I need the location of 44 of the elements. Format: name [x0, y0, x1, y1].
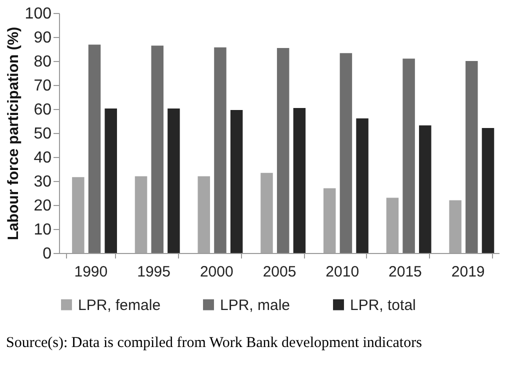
x-tick-label: 2015	[388, 264, 422, 280]
x-tick-label: 2005	[262, 264, 296, 280]
source-note: Source(s): Data is compiled from Work Bank development indicators	[6, 334, 423, 352]
bar	[230, 110, 243, 253]
y-tick-label: 50	[34, 126, 52, 142]
bar	[293, 108, 306, 253]
bar	[466, 61, 478, 253]
legend-label: LPR, female	[78, 296, 161, 314]
bar	[386, 198, 399, 253]
bar	[104, 108, 117, 253]
bar	[88, 44, 101, 253]
x-tick-label: 1995	[137, 264, 170, 280]
bar	[168, 108, 180, 253]
bar	[260, 172, 273, 253]
bar	[72, 177, 84, 253]
x-tick-label: 2019	[451, 264, 485, 280]
bar	[402, 58, 415, 253]
y-tick-label: 10	[34, 222, 52, 238]
y-tick-label: 100	[24, 6, 52, 22]
bar	[356, 118, 368, 253]
y-tick-label: 60	[34, 102, 52, 118]
bar	[419, 125, 432, 253]
y-tick-label: 80	[34, 54, 52, 70]
bar	[134, 176, 148, 253]
y-tick-label: 40	[34, 150, 52, 166]
y-tick-label: 20	[34, 198, 52, 214]
bar	[198, 176, 210, 253]
bar	[323, 188, 336, 253]
bar	[151, 46, 164, 253]
legend-label: LPR, male	[220, 296, 290, 314]
legend-label: LPR, total	[350, 296, 416, 314]
bar	[340, 53, 352, 253]
y-tick-label: 30	[34, 174, 52, 190]
bar	[482, 128, 494, 253]
x-tick-label: 2010	[326, 264, 360, 280]
bar	[276, 48, 290, 253]
bar	[449, 200, 462, 253]
y-tick-label: 70	[34, 78, 52, 94]
y-tick-label: 90	[34, 30, 52, 46]
x-tick-label: 1990	[74, 264, 108, 280]
y-tick-label: 0	[42, 246, 52, 262]
bar	[214, 47, 226, 253]
y-axis-title: Labour force participation (%)	[4, 26, 22, 240]
x-tick-label: 2000	[200, 264, 234, 280]
